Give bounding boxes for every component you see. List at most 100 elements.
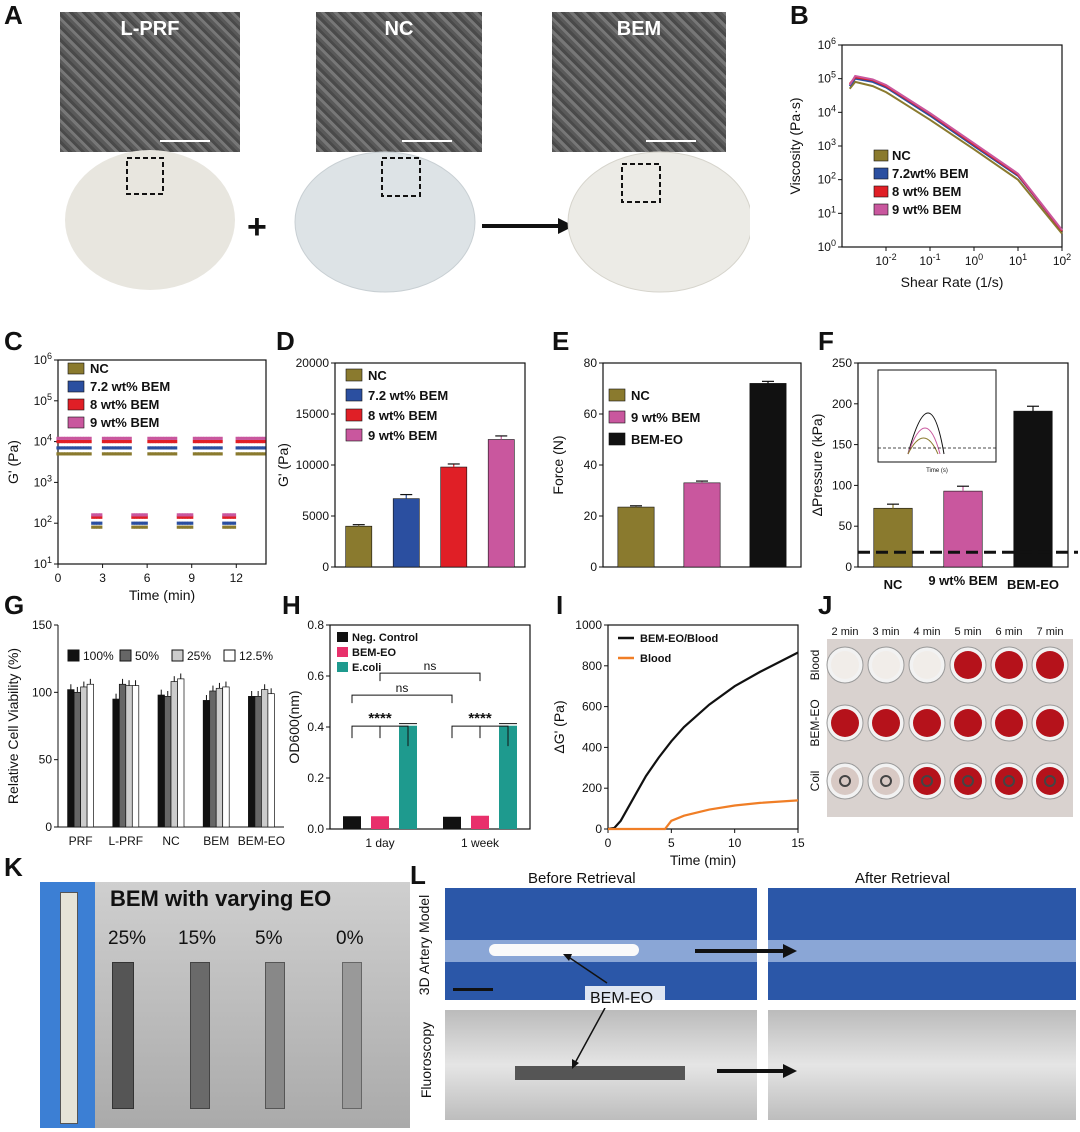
data-point-1 xyxy=(144,521,148,525)
data-point-0 xyxy=(224,525,229,529)
y-tick-label: 102 xyxy=(34,514,52,530)
data-point-1 xyxy=(64,446,68,450)
data-point-3 xyxy=(195,436,199,440)
y-tick-label: 0.4 xyxy=(307,720,324,734)
bar-1 xyxy=(254,696,262,828)
series-line-0 xyxy=(848,80,1063,235)
data-point-2 xyxy=(75,440,79,444)
well-content xyxy=(1036,651,1064,679)
panel-letter-k: K xyxy=(4,852,23,882)
legend-label: 7.2 wt% BEM xyxy=(368,388,448,403)
bar-0 xyxy=(248,696,256,828)
well-content xyxy=(954,709,982,737)
data-point-0 xyxy=(61,452,65,456)
legend-swatch xyxy=(873,167,889,180)
data-point-3 xyxy=(85,436,90,440)
data-point-3 xyxy=(259,436,263,440)
data-point-1 xyxy=(120,446,124,450)
data-point-0 xyxy=(144,525,148,529)
panel-letter-i: I xyxy=(556,590,564,620)
data-point-3 xyxy=(77,436,81,440)
legend-swatch xyxy=(171,649,184,662)
data-point-3 xyxy=(168,436,172,440)
legend-swatch xyxy=(873,203,889,216)
legend-label: NC xyxy=(631,388,650,403)
panel-a-photos: + xyxy=(65,150,750,293)
x-tick-label: 10-1 xyxy=(919,252,940,268)
well-content xyxy=(995,651,1023,679)
sem-label-bem: BEM xyxy=(616,18,662,40)
coil xyxy=(880,775,892,787)
data-point-0 xyxy=(251,452,255,456)
legend-label: E.coli xyxy=(352,662,381,674)
data-point-3 xyxy=(198,436,202,440)
bar-2 xyxy=(261,689,269,828)
data-point-2 xyxy=(206,440,210,444)
data-point-2 xyxy=(85,440,90,444)
data-point-3 xyxy=(67,436,71,440)
data-point-1 xyxy=(69,446,73,450)
legend-label: 8 wt% BEM xyxy=(368,408,437,423)
fluoroscopy-after-photo xyxy=(768,1010,1076,1120)
data-point-3 xyxy=(211,436,215,440)
legend-swatch xyxy=(345,388,363,402)
series-line-0 xyxy=(607,651,799,831)
legend-label: 12.5% xyxy=(239,649,273,663)
y-axis-label: Relative Cell Viability (%) xyxy=(5,648,21,804)
data-point-0 xyxy=(158,452,162,456)
bar-1 xyxy=(683,482,721,568)
data-point-3 xyxy=(182,513,186,517)
data-point-2 xyxy=(256,440,261,444)
y-tick-label: 104 xyxy=(818,103,836,119)
data-point-2 xyxy=(72,440,76,444)
data-point-3 xyxy=(72,436,76,440)
coil xyxy=(1044,775,1056,787)
bar-2 xyxy=(499,725,517,829)
chart-delta-g: 0 5 10 15 0 200 400 600 800 1000 Time (min) ΔG' (Pa… xyxy=(551,618,805,868)
data-point-2 xyxy=(243,440,247,444)
data-point-1 xyxy=(211,446,215,450)
y-tick-label: 20000 xyxy=(296,356,330,370)
y-tick-label: 106 xyxy=(34,351,52,367)
x-tick-label: 5 xyxy=(668,836,675,850)
data-point-0 xyxy=(91,525,95,529)
data-point-1 xyxy=(198,446,202,450)
data-point-3 xyxy=(251,436,255,440)
blood-clot-wells-photo: 2 min 3 min 4 min 5 min 6 min 7 min Blood BEM-E… xyxy=(808,626,1073,817)
chart-storage-modulus-bar: 0 5000 10000 15000 20000 G' (Pa) NC 7.2 wt% BEM… xyxy=(275,356,526,574)
y-tick-label: 0 xyxy=(595,822,602,836)
data-point-0 xyxy=(192,452,196,456)
x-tick-label: 1 week xyxy=(461,836,500,850)
data-point-0 xyxy=(120,452,124,456)
data-point-3 xyxy=(83,436,87,440)
data-point-3 xyxy=(131,513,135,517)
data-point-1 xyxy=(88,446,92,450)
data-point-0 xyxy=(163,452,167,456)
significance-stars: **** xyxy=(368,710,392,727)
y-tick-label: 105 xyxy=(818,70,836,86)
y-axis-label: Viscosity (Pa·s) xyxy=(787,98,803,195)
bar-1 xyxy=(73,691,81,828)
bar-3 xyxy=(131,685,140,828)
bar-2 xyxy=(125,685,133,828)
bar-3 xyxy=(487,439,515,568)
legend-swatch xyxy=(345,408,363,422)
data-point-2 xyxy=(99,515,103,519)
data-point-1 xyxy=(104,446,108,450)
legend-swatch xyxy=(67,649,80,662)
tube-0 xyxy=(342,962,362,1109)
y-tick-label: 50 xyxy=(839,519,853,533)
y-tick-label: 60 xyxy=(584,407,598,421)
well-content xyxy=(831,709,859,737)
data-point-1 xyxy=(139,521,143,525)
well-content xyxy=(831,767,859,795)
data-point-1 xyxy=(125,446,130,450)
bar-2 xyxy=(440,466,468,568)
x-tick-label: 0 xyxy=(55,571,62,585)
data-point-0 xyxy=(125,452,130,456)
y-tick-label: 100 xyxy=(32,685,52,699)
data-point-0 xyxy=(85,452,90,456)
data-point-3 xyxy=(123,436,127,440)
data-point-0 xyxy=(206,452,210,456)
legend-swatch xyxy=(608,410,626,424)
